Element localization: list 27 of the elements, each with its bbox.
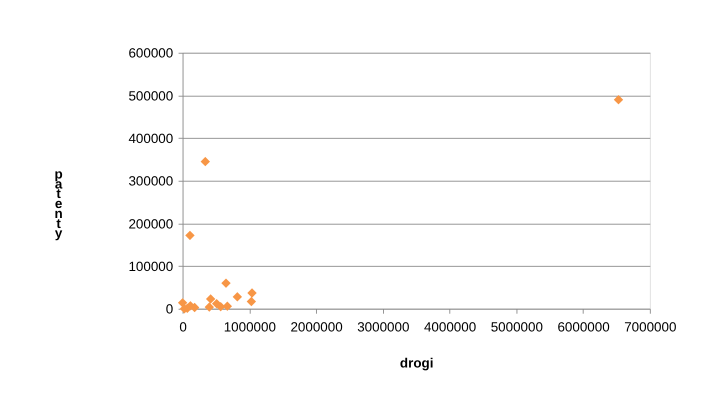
x-tick-label: 1000000 <box>224 320 276 335</box>
x-tick-label: 5000000 <box>490 320 543 335</box>
x-tick-label: 4000000 <box>424 320 476 335</box>
y-tick-label: 400000 <box>128 131 174 146</box>
y-tick-label: 300000 <box>128 174 174 189</box>
x-tick-label: 0 <box>179 320 187 335</box>
point <box>247 288 257 298</box>
y-tick-label: 100000 <box>128 259 174 274</box>
point <box>200 156 210 166</box>
point <box>185 230 195 240</box>
point <box>614 95 624 104</box>
x-tick-label: 6000000 <box>557 320 610 335</box>
y-tick-label: 500000 <box>128 88 174 104</box>
x-tick-label: 3000000 <box>357 320 410 335</box>
point <box>232 292 242 302</box>
point <box>246 296 256 306</box>
point <box>222 302 232 311</box>
y-tick-label: 200000 <box>128 216 174 232</box>
x-axis-title: drogi <box>400 355 434 370</box>
point <box>206 294 216 304</box>
y-tick-label: 0 <box>166 302 174 317</box>
point <box>221 278 231 288</box>
point <box>204 302 214 312</box>
x-tick-label: 7000000 <box>624 320 676 335</box>
y-axis-title: patenty <box>54 166 63 241</box>
y-tick-label: 600000 <box>128 46 174 61</box>
x-tick-label: 2000000 <box>290 320 343 335</box>
